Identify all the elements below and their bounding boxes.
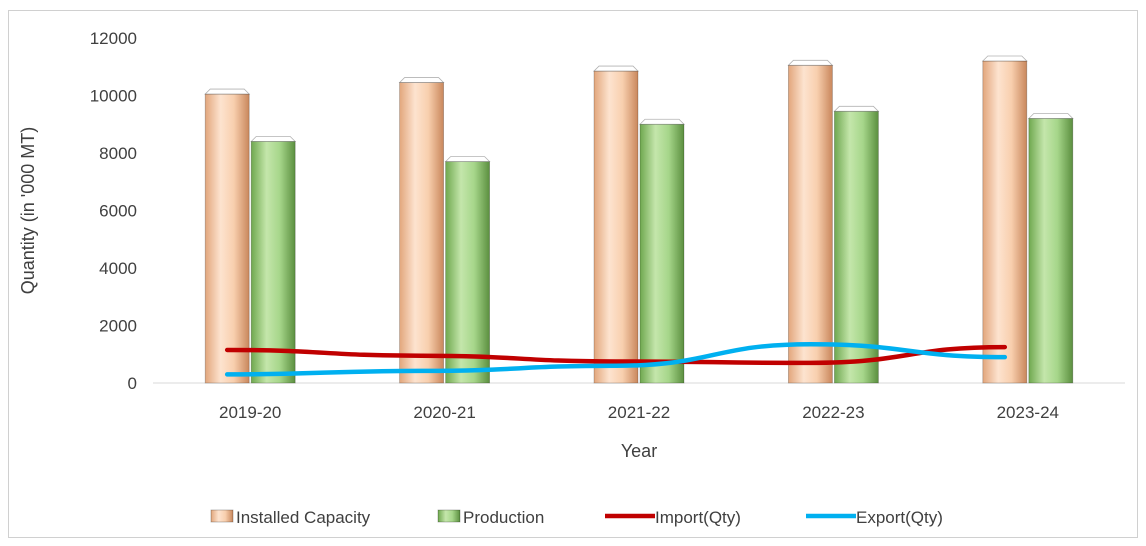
legend-label: Installed Capacity [236,508,371,527]
legend-swatch [210,509,234,523]
bar-installed-capacity [398,77,445,384]
line-export-qty- [224,341,1008,377]
x-tick-label: 2021-22 [608,403,670,422]
bar-installed-capacity [787,59,834,384]
bar-production [250,136,297,384]
y-tick-label: 4000 [99,259,137,278]
x-tick-label: 2020-21 [413,403,475,422]
legend-item: Production [437,508,544,527]
legend-label: Production [463,508,544,527]
legend-swatch [437,509,461,523]
chart-frame [8,10,1138,538]
legend-label: Import(Qty) [655,508,741,527]
bar-production [833,105,880,384]
bar-installed-capacity [204,88,251,384]
legend-item: Installed Capacity [210,508,371,527]
y-tick-label: 2000 [99,317,137,336]
legend: Installed Capacity Production Import(Qty) E… [210,508,943,527]
y-tick-label: 12000 [90,29,137,48]
x-tick-label: 2019-20 [219,403,281,422]
y-tick-label: 6000 [99,202,137,221]
x-axis-title: Year [621,441,657,461]
legend-label: Export(Qty) [856,508,943,527]
line-import-qty- [224,344,1008,366]
y-tick-label: 8000 [99,144,137,163]
x-tick-label: 2022-23 [802,403,864,422]
bar-production [1027,113,1074,384]
bar-installed-capacity [593,65,639,384]
y-tick-label: 0 [128,374,137,393]
bar-production [444,156,491,384]
x-tick-label: 2023-24 [997,403,1059,422]
y-axis-title: Quantity (in '000 MT) [18,127,38,295]
y-tick-label: 10000 [90,87,137,106]
legend-item: Import(Qty) [605,508,741,527]
bar-installed-capacity [981,55,1028,384]
legend-item: Export(Qty) [806,508,943,527]
bar-production [639,118,685,384]
